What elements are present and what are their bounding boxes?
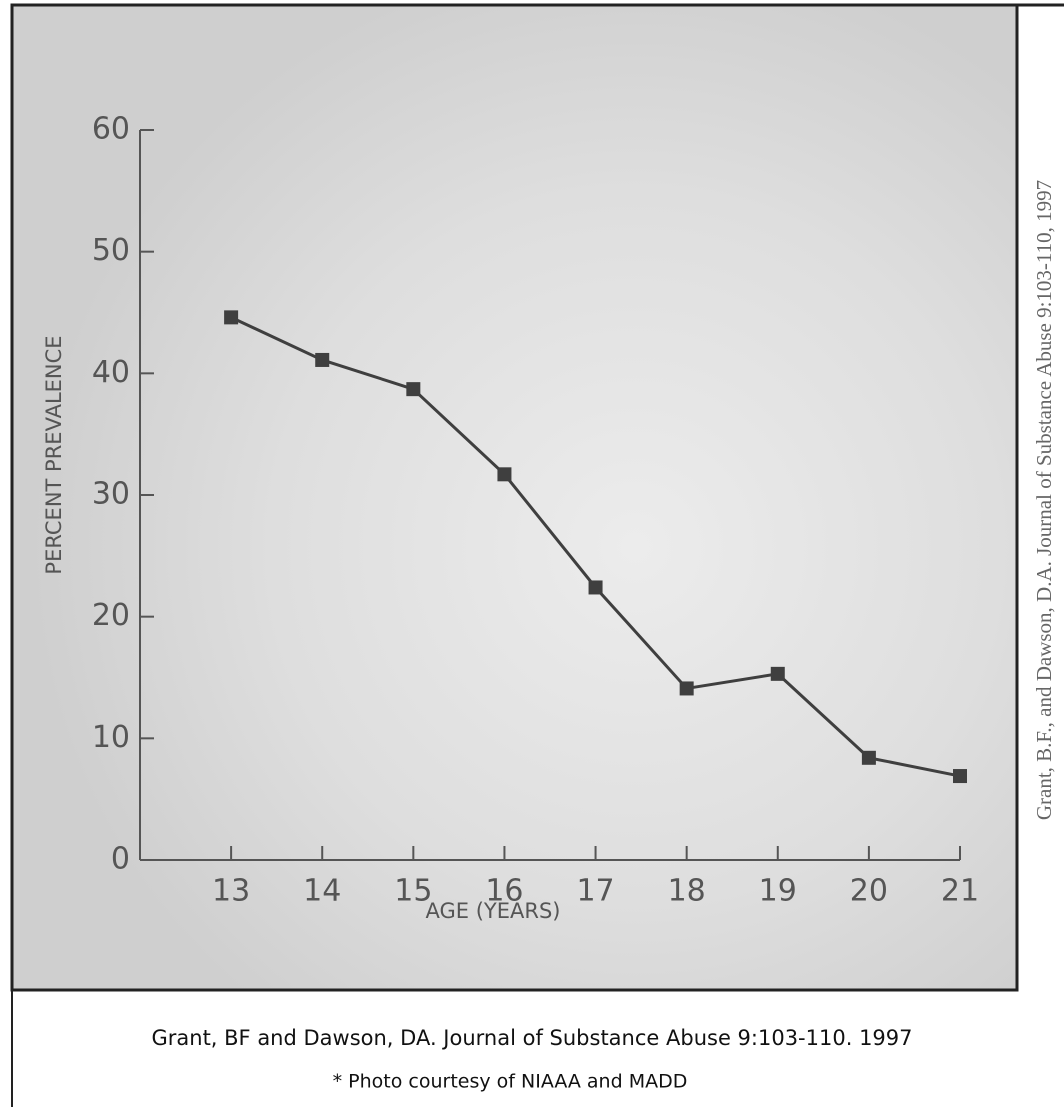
caption: * Photo courtesy of NIAAA and MADD [333, 1071, 688, 1093]
caption: Grant, BF and Dawson, DA. Journal of Sub… [151, 1026, 912, 1050]
photo-border [10, 3, 1019, 992]
side-citation: Grant, B.F., and Dawson, D.A. Journal of… [1032, 180, 1056, 820]
y-tick-label: 20 [92, 598, 130, 633]
y-tick-label: 30 [92, 477, 130, 512]
x-tick-label: 14 [303, 874, 341, 909]
y-tick-label: 40 [92, 355, 130, 390]
y-tick-label: 60 [92, 112, 130, 147]
y-tick-label: 10 [92, 720, 130, 755]
data-point [406, 382, 421, 397]
data-point [770, 666, 785, 681]
data-point [861, 750, 876, 765]
x-tick-label: 17 [576, 874, 614, 909]
data-point [224, 310, 239, 325]
data-point [588, 580, 603, 595]
data-point [497, 467, 512, 482]
x-tick-label: 18 [668, 874, 706, 909]
y-axis-label: PERCENT PREVALENCE [42, 335, 66, 574]
x-tick-label: 13 [212, 874, 250, 909]
data-point [953, 769, 967, 784]
x-tick-label: 19 [759, 874, 797, 909]
x-tick-label: 21 [941, 874, 979, 909]
x-tick-label: 15 [394, 874, 432, 909]
data-point [679, 681, 694, 696]
x-axis-label: AGE (YEARS) [426, 899, 561, 923]
x-tick-label: 20 [850, 874, 888, 909]
data-point [315, 352, 330, 367]
x-tick-label: 16 [485, 874, 523, 909]
y-tick-label: 0 [111, 842, 130, 877]
y-tick-label: 50 [92, 233, 130, 268]
photo-background [12, 5, 1017, 990]
